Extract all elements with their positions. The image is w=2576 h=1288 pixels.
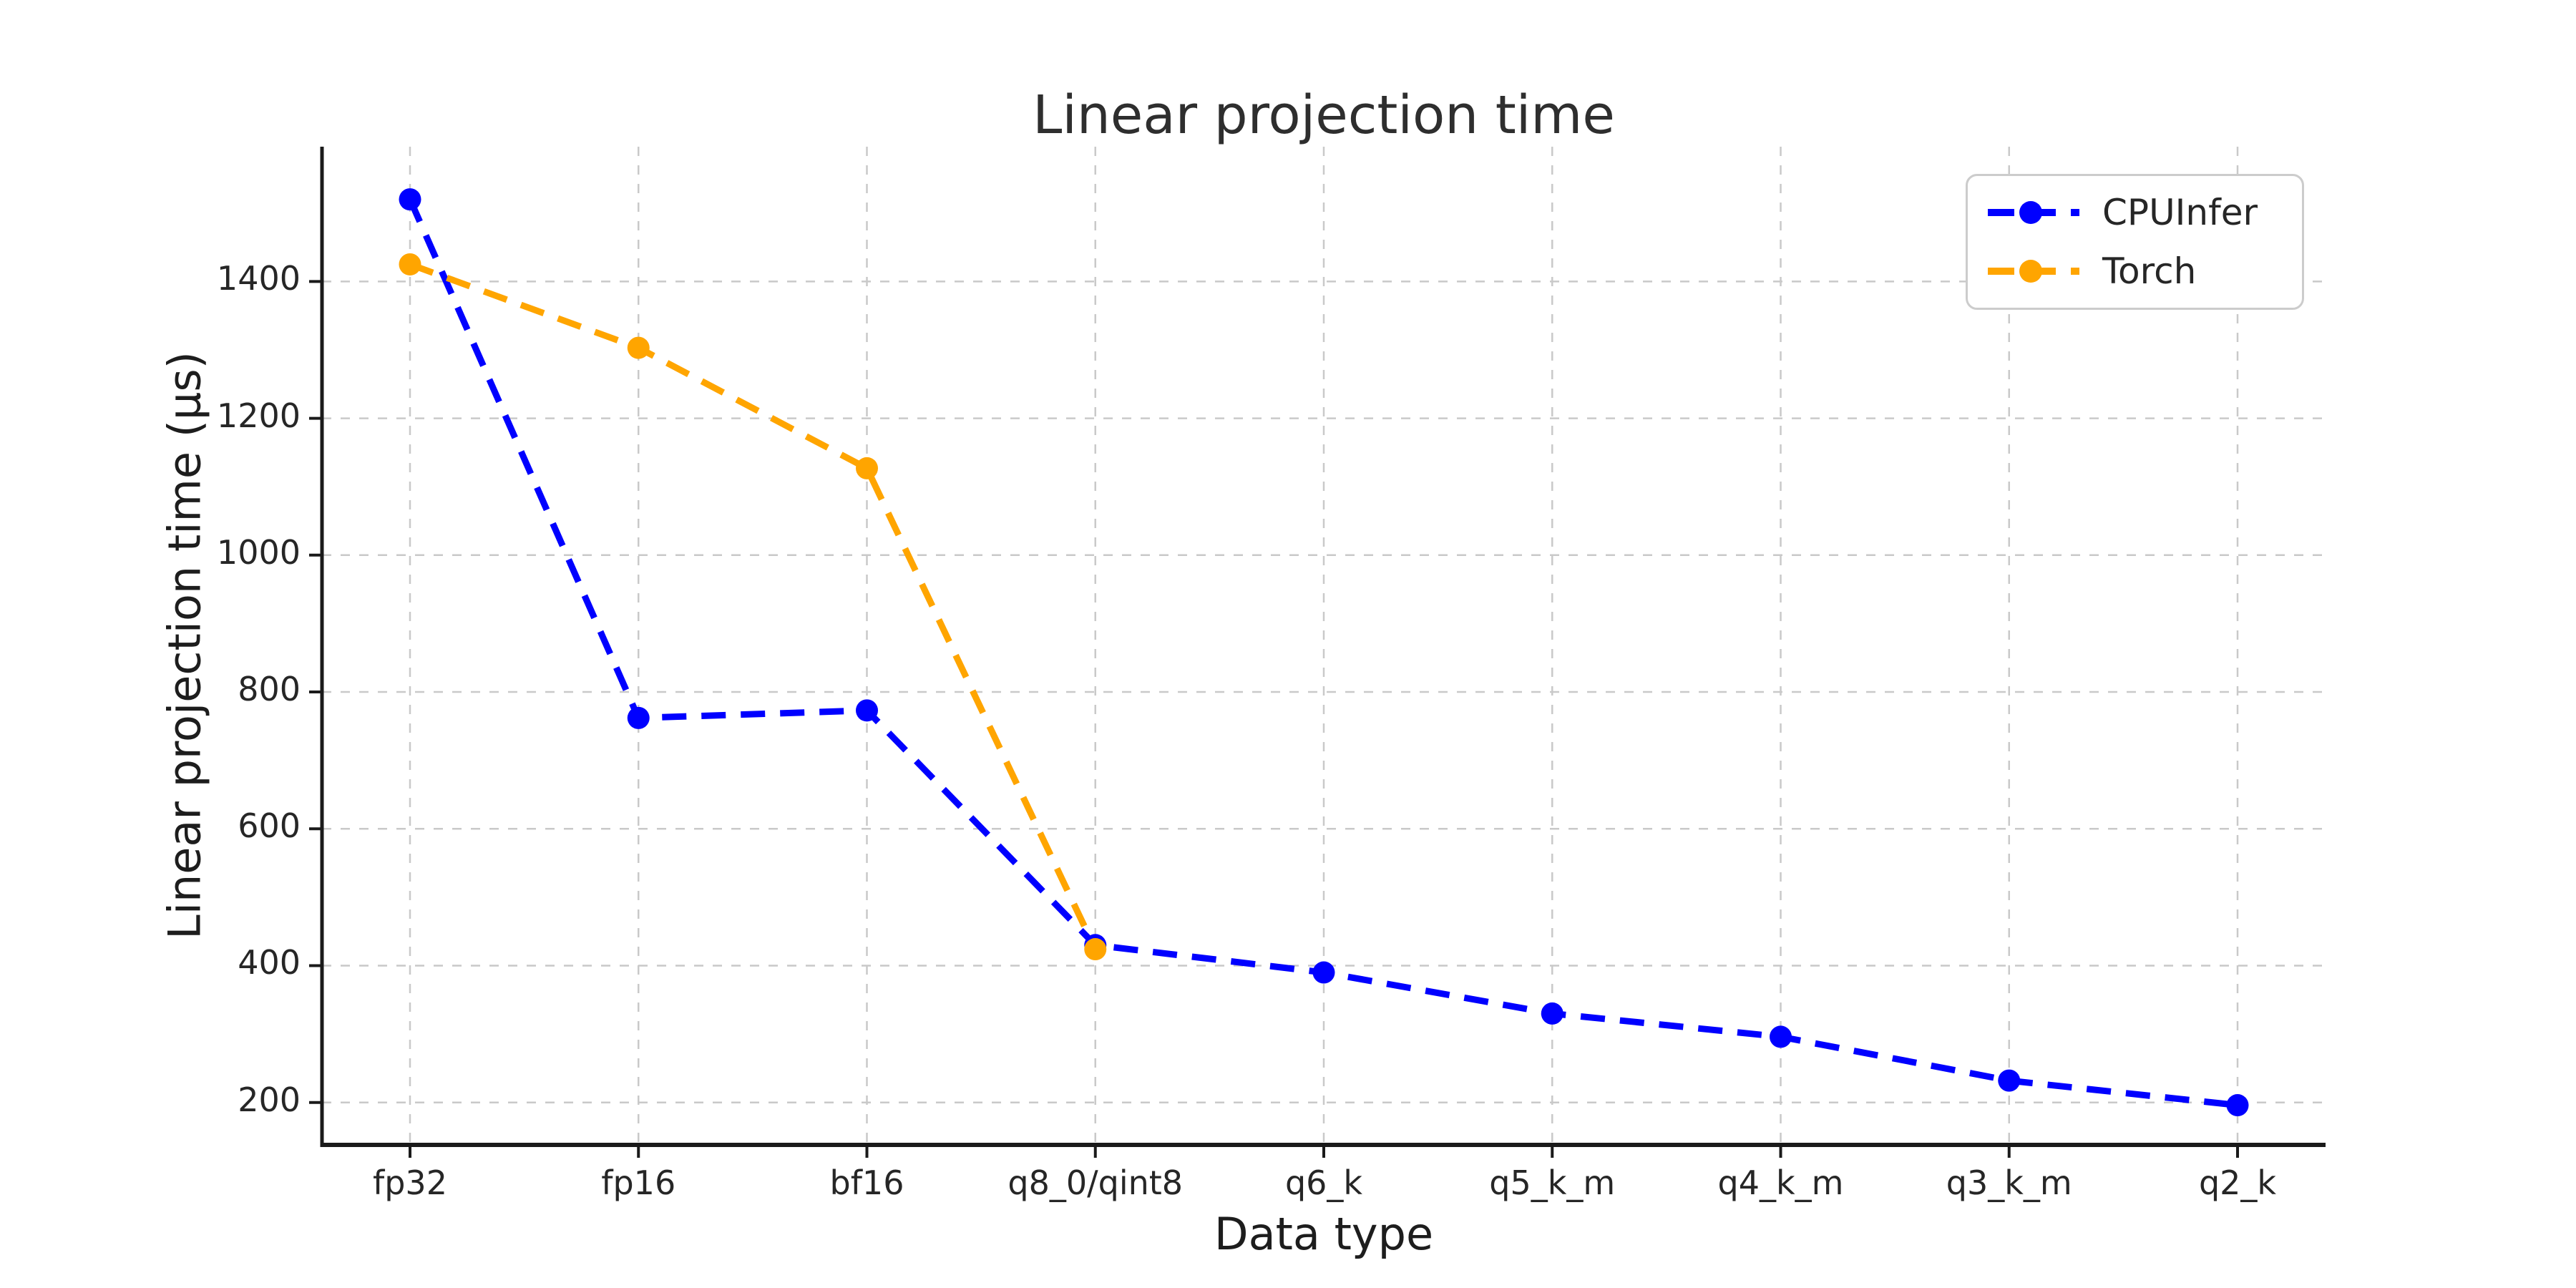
data-point-torch: [399, 253, 421, 275]
x-tick-label: fp32: [373, 1163, 447, 1202]
data-point-cpuinfer: [1998, 1069, 2021, 1092]
data-point-torch: [856, 457, 878, 479]
x-axis-label: Data type: [1214, 1208, 1434, 1260]
x-tick-label: q2_k: [2198, 1163, 2277, 1202]
legend: CPUInfer Torch: [1966, 174, 2304, 310]
y-tick-label: 800: [238, 670, 301, 709]
data-point-cpuinfer: [627, 706, 650, 729]
data-point-torch: [627, 336, 650, 359]
x-tick-label: q3_k_m: [1946, 1163, 2072, 1202]
data-point-cpuinfer: [2226, 1094, 2249, 1117]
x-tick-label: q4_k_m: [1717, 1163, 1844, 1202]
data-point-cpuinfer: [399, 188, 421, 211]
legend-line-sample-icon: [1988, 260, 2079, 283]
y-tick-label: 1200: [216, 396, 301, 435]
x-tick-label: q5_k_m: [1489, 1163, 1616, 1202]
data-point-cpuinfer: [1541, 1002, 1563, 1025]
x-tick-label: bf16: [829, 1163, 904, 1202]
x-tick-label: q8_0/qint8: [1008, 1163, 1184, 1202]
x-tick-label: q6_k: [1284, 1163, 1363, 1202]
y-tick-label: 400: [238, 943, 301, 982]
y-tick-label: 200: [238, 1080, 301, 1119]
series-line-torch: [409, 261, 1098, 951]
y-tick-label: 1000: [216, 532, 301, 572]
data-point-cpuinfer: [856, 699, 878, 722]
legend-label: CPUInfer: [2102, 192, 2258, 233]
y-tick-label: 600: [238, 806, 301, 846]
legend-entry-torch: Torch: [1986, 250, 2302, 292]
x-tick-label: fp16: [601, 1163, 676, 1202]
data-point-cpuinfer: [1770, 1025, 1792, 1048]
legend-entry-cpuinfer: CPUInfer: [1986, 192, 2302, 233]
y-tick-label: 1400: [216, 259, 301, 298]
legend-label: Torch: [2102, 250, 2197, 292]
y-axis-label: Linear projection time (µs): [158, 351, 211, 940]
chart-title: Linear projection time: [1033, 84, 1615, 146]
legend-line-sample-icon: [1988, 201, 2079, 224]
data-point-cpuinfer: [1312, 961, 1335, 984]
data-point-torch: [1084, 938, 1107, 961]
